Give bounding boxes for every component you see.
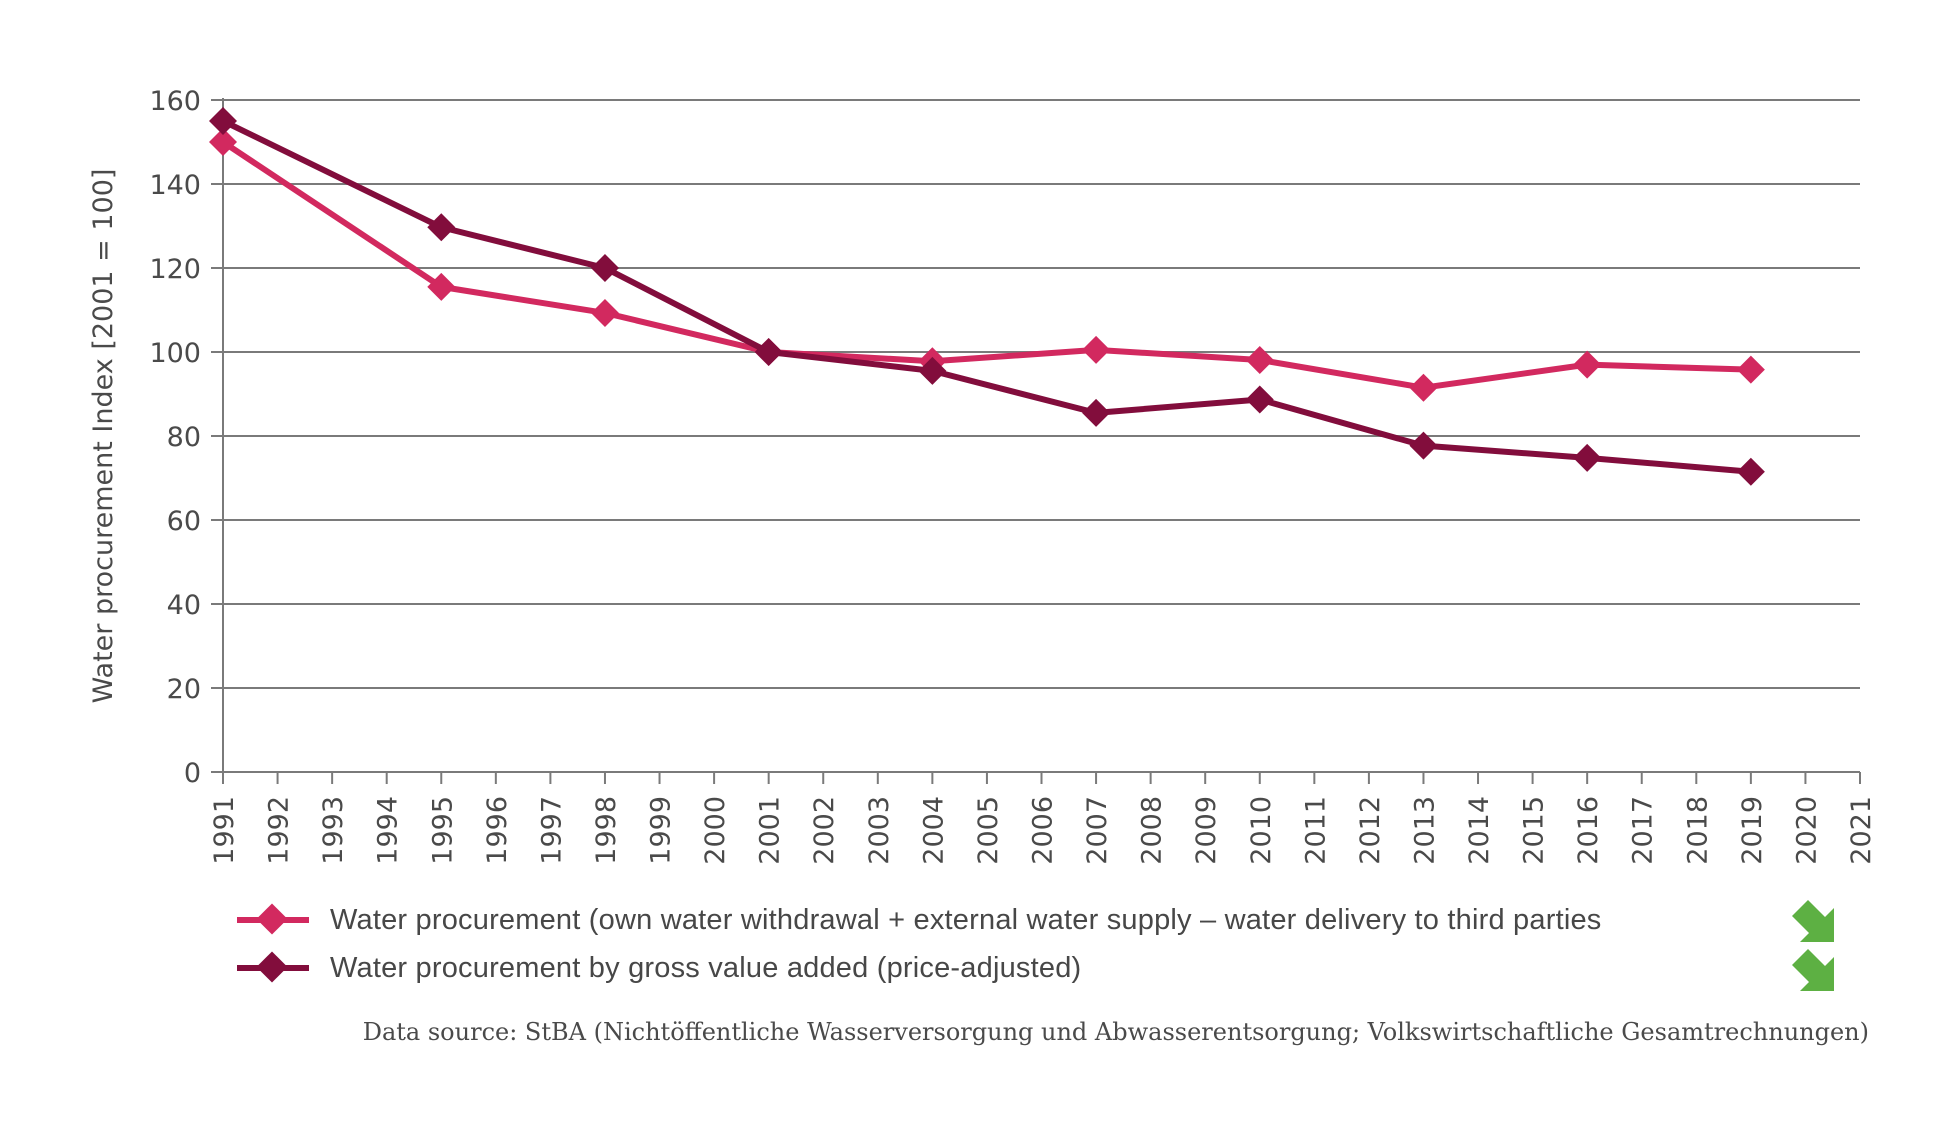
x-tick-label: 2004 [918,796,949,865]
x-tick-label: 2000 [700,796,731,865]
series-line-1 [221,118,1752,475]
x-tick-label: 1999 [646,796,677,865]
legend-label: Water procurement by gross value added (… [330,951,1082,984]
y-tick-label: 20 [167,674,201,705]
x-tick-label: 2009 [1191,796,1222,865]
data-point-1-2007 [1082,398,1111,427]
y-tick-label: 60 [167,506,201,537]
data-point-1-2001 [754,338,783,366]
data-point-1-1995 [427,213,456,242]
x-tick-label: 2021 [1846,796,1877,865]
series [209,107,1765,486]
x-tick-label: 1993 [318,796,349,865]
x-tick-label: 1992 [264,796,295,865]
legend-label: Water procurement (own water withdrawal … [330,903,1602,936]
y-tick-label: 80 [167,422,201,453]
x-tick-label: 2018 [1682,796,1713,865]
y-tick-label: 160 [149,86,201,117]
data-point-0-2016 [1573,350,1602,379]
x-tick-label: 1997 [536,796,567,865]
data-point-0-1991 [209,128,237,156]
legend-item-water-procurement-by-gva: Water procurement by gross value added (… [237,946,1837,990]
data-point-1-2019 [1736,457,1765,486]
trend-down-right-arrow-icon [1792,949,1834,991]
data-point-1-2004 [918,356,947,385]
data-point-0-2010 [1245,345,1274,374]
legend-item-water-procurement: Water procurement (own water withdrawal … [237,898,1837,942]
x-tick-label: 2019 [1737,796,1768,865]
x-tick-label: 1998 [591,796,622,865]
diamond-marker-icon [256,951,288,983]
x-tick-label: 1996 [482,796,513,865]
diamond-marker-icon [256,903,288,935]
data-point-1-2010 [1245,385,1274,414]
x-tick-label: 1995 [427,796,458,865]
axes [222,98,1861,784]
x-tick-label: 2012 [1355,796,1386,865]
data-point-0-1998 [590,298,619,327]
x-tick-label: 2008 [1137,796,1168,865]
x-tick-label: 2011 [1300,796,1331,865]
x-tick-label: 2003 [864,796,895,865]
y-axis-title: Water procurement Index [2001 = 100] [88,169,119,704]
y-tick-label: 140 [149,170,201,201]
x-tick-label: 2007 [1082,796,1113,865]
data-point-0-2007 [1082,335,1111,364]
legend-swatch-water-procurement-by-gva [237,946,309,990]
x-tick-label: 2014 [1464,796,1495,865]
data-point-0-2019 [1736,355,1765,384]
x-tick-label: 2002 [809,796,840,865]
x-tick-label: 2020 [1791,796,1822,865]
trend-down-right-arrow-icon [1792,900,1834,942]
y-tick-label: 40 [167,590,201,621]
x-tick-label: 1994 [373,796,404,865]
x-tick-label: 2005 [973,796,1004,865]
legend-swatch-water-procurement [237,898,309,942]
x-tick-label: 2006 [1028,796,1059,865]
series-line-0 [221,139,1751,391]
data-source-note: Data source: StBA (Nichtöffentliche Wass… [362,1018,1869,1046]
y-tick-label: 0 [184,758,201,789]
gridlines [211,99,1860,773]
x-tick-label: 2017 [1628,796,1659,865]
data-point-0-1995 [427,272,456,301]
x-tick-label: 2010 [1246,796,1277,865]
x-tick-label: 2015 [1519,796,1550,865]
data-point-1-1991 [209,107,237,135]
x-tick-label: 2001 [755,796,786,865]
data-point-1-2016 [1573,443,1602,472]
x-tick-label: 2013 [1409,796,1440,865]
data-point-1-1998 [590,254,619,282]
data-point-1-2013 [1409,431,1438,460]
y-tick-label: 100 [149,338,201,369]
y-tick-label: 120 [149,254,201,285]
y-axis-tick-labels: 0 20 40 60 80 100 120 140 160 [149,86,201,789]
data-point-0-2013 [1409,373,1438,402]
x-tick-label: 1991 [209,796,240,865]
x-tick-label: 2016 [1573,796,1604,865]
x-axis-tick-labels: 1991 1992 1993 1994 1995 1996 1997 1998 1999 2000… [209,796,1877,865]
